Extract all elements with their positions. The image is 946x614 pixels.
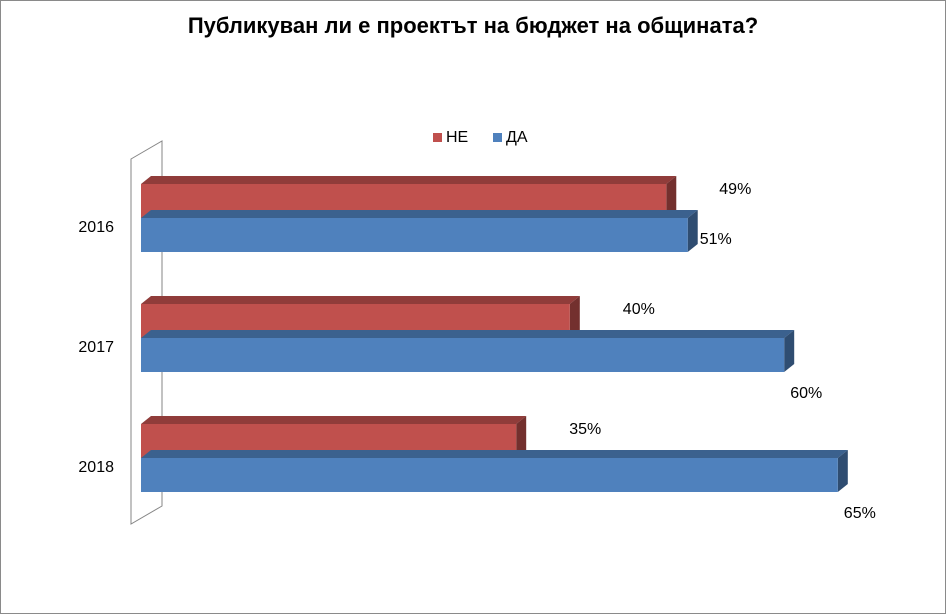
- data-label-ДА-2016: 51%: [700, 231, 732, 248]
- data-label-ДА-2017: 60%: [790, 385, 822, 402]
- bar-ДА-2018: [141, 458, 838, 492]
- bar-side-НЕ-2018: [516, 416, 527, 458]
- bar-side-НЕ-2016: [666, 176, 677, 218]
- bar-side-ДА-2018: [837, 450, 848, 492]
- data-label-НЕ-2018: 35%: [569, 421, 601, 438]
- bar-ДА-2016: [141, 218, 688, 252]
- category-label-2: 2018: [78, 459, 114, 476]
- category-label-0: 2016: [78, 219, 114, 236]
- data-label-НЕ-2017: 40%: [623, 301, 655, 318]
- data-label-ДА-2018: 65%: [844, 505, 876, 522]
- bar-top-НЕ-2016: [141, 176, 677, 184]
- legend-swatch-1: [493, 133, 502, 142]
- bar-top-НЕ-2017: [141, 296, 580, 304]
- chart-title: Публикуван ли е проектът на бюджет на об…: [187, 13, 759, 38]
- legend-label-1: ДА: [506, 129, 528, 146]
- y-axis-wall: [130, 140, 163, 525]
- bar-side-ДА-2017: [784, 330, 795, 372]
- data-label-НЕ-2016: 49%: [719, 181, 751, 198]
- bar-top-ДА-2018: [141, 450, 848, 458]
- bar-side-ДА-2016: [687, 210, 698, 252]
- legend-label-0: НЕ: [446, 129, 468, 146]
- bar-top-ДА-2017: [141, 330, 795, 338]
- bar-top-НЕ-2018: [141, 416, 527, 424]
- bar-side-НЕ-2017: [569, 296, 580, 338]
- category-label-1: 2017: [78, 339, 114, 356]
- bar-ДА-2017: [141, 338, 785, 372]
- bar-top-ДА-2016: [141, 210, 698, 218]
- legend-swatch-0: [433, 133, 442, 142]
